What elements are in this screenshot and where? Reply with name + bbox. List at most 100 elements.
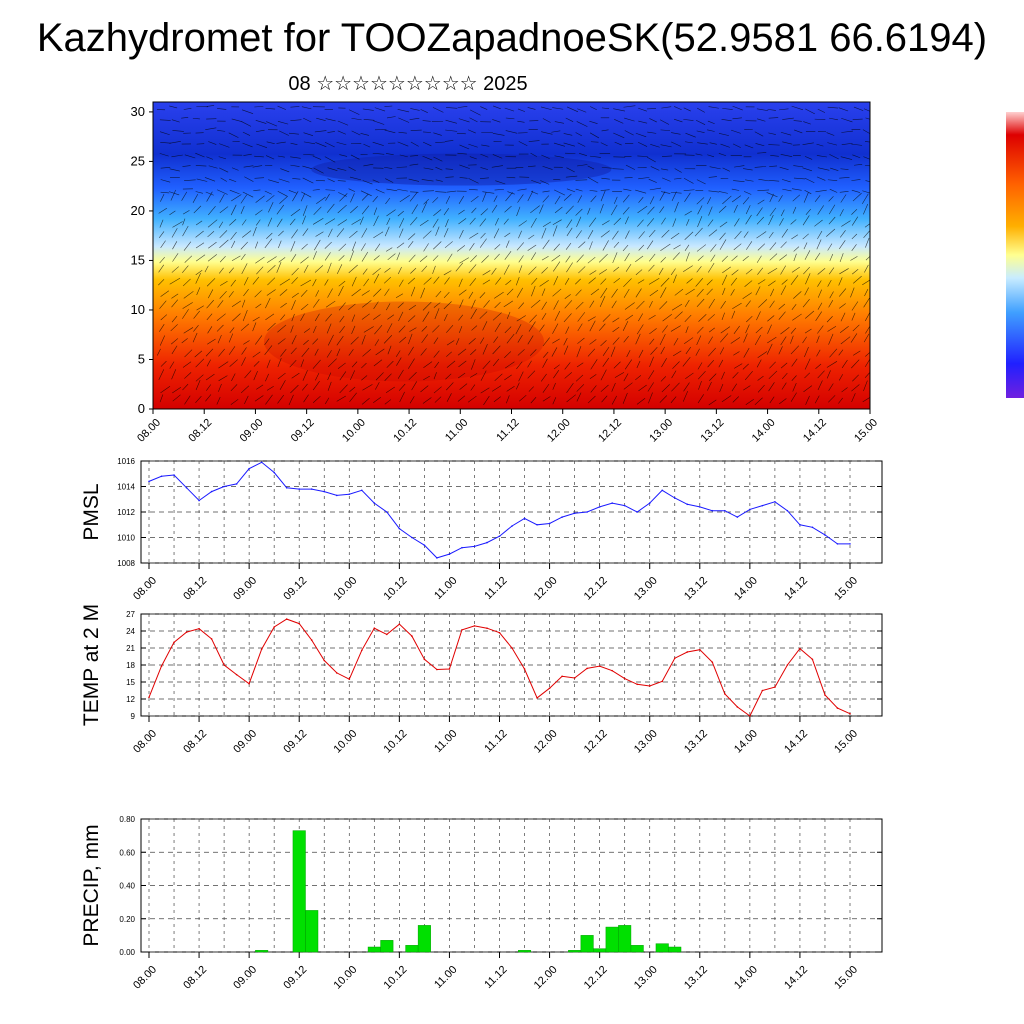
wind-barb	[696, 130, 705, 133]
wind-barb	[600, 189, 610, 191]
wind-barb	[612, 230, 619, 240]
wind-barb	[494, 291, 504, 299]
wind-barb	[195, 380, 201, 391]
wind-barb	[552, 107, 564, 110]
x-tick-label: 12.00	[532, 728, 560, 756]
wind-barb	[708, 176, 717, 178]
wind-barb	[362, 300, 372, 308]
wind-barb	[756, 216, 765, 225]
wind-barb	[851, 268, 859, 275]
wind-barb	[433, 156, 443, 162]
x-tick-label: 13.00	[632, 575, 660, 603]
wind-barb	[158, 231, 165, 239]
wind-barb	[672, 361, 680, 369]
data-point	[661, 489, 664, 492]
wind-barb	[373, 120, 385, 125]
wind-barb	[638, 177, 650, 180]
wind-barb	[432, 255, 439, 261]
wind-barb	[635, 288, 642, 298]
wind-barb	[241, 219, 247, 226]
wind-barb	[754, 166, 767, 168]
wind-barb	[613, 132, 625, 139]
wind-barb	[672, 218, 677, 227]
wind-barb	[638, 107, 647, 112]
wind-barb	[530, 205, 540, 214]
data-point	[486, 541, 488, 544]
wind-barb	[612, 326, 620, 333]
wind-barb	[280, 302, 287, 308]
wind-barb	[350, 336, 359, 345]
data-point	[648, 502, 651, 504]
wind-barb	[793, 253, 797, 262]
wind-barb	[636, 398, 646, 405]
wind-barb	[206, 384, 212, 391]
wind-barb	[383, 335, 393, 344]
wind-barb	[455, 262, 464, 272]
wind-barb	[646, 108, 657, 110]
wind-barb	[602, 314, 611, 322]
wind-barb	[491, 385, 502, 392]
data-point	[285, 618, 288, 620]
wind-barb	[457, 395, 466, 402]
wind-barb	[541, 301, 547, 310]
wind-barb	[327, 288, 333, 298]
wind-barb	[279, 380, 286, 390]
wind-barb	[804, 328, 812, 334]
wind-barb	[300, 359, 305, 368]
wind-barb	[171, 293, 179, 299]
wind-barb	[228, 333, 234, 343]
data-point	[661, 680, 664, 683]
wind-barb	[817, 167, 830, 171]
data-point	[698, 648, 701, 651]
wind-barb	[865, 325, 870, 334]
wind-barb	[243, 153, 252, 156]
wind-barb	[790, 219, 797, 225]
wind-barb	[397, 188, 408, 192]
wind-barb	[839, 190, 849, 193]
colorbar	[1006, 112, 1024, 398]
wind-barb	[566, 227, 573, 237]
data-point	[173, 474, 175, 476]
x-tick-label: 09.00	[231, 575, 259, 603]
wind-barb	[231, 194, 242, 202]
wind-barb	[348, 109, 360, 115]
wind-barb	[613, 196, 618, 204]
heatmap-x-tick-label: 14.00	[750, 417, 778, 445]
wind-barb	[423, 277, 432, 285]
wind-barb	[456, 245, 466, 252]
wind-barb	[458, 195, 465, 204]
wind-barb	[206, 156, 214, 160]
wind-barb	[575, 289, 582, 297]
wind-barb	[745, 268, 753, 275]
y-tick-label: 1014	[117, 483, 135, 492]
wind-barb	[207, 338, 216, 345]
wind-barb	[851, 393, 856, 403]
wind-barb	[541, 131, 553, 135]
wind-barb	[160, 386, 171, 394]
wind-barb	[349, 386, 356, 392]
x-tick-label: 11.12	[482, 728, 509, 755]
wind-barb	[564, 362, 571, 370]
wind-barb	[578, 241, 586, 249]
wind-barb	[432, 325, 440, 333]
wind-barb	[326, 203, 335, 213]
wind-barb	[779, 398, 787, 405]
wind-barb	[169, 361, 175, 369]
wind-barb	[195, 230, 204, 238]
wind-barb	[814, 118, 826, 121]
wind-barb	[374, 339, 380, 346]
wind-barb	[827, 326, 837, 332]
wind-barb	[541, 154, 550, 159]
wind-barb	[327, 167, 338, 171]
wind-barb	[324, 279, 329, 286]
wind-barb	[828, 216, 836, 225]
data-point	[411, 536, 413, 539]
wind-barb	[575, 301, 584, 310]
wind-barb	[361, 398, 370, 405]
wind-barb	[291, 372, 300, 379]
data-point	[836, 707, 839, 709]
wind-barb	[265, 108, 276, 110]
wind-barb	[778, 311, 786, 320]
wind-barb	[291, 267, 299, 276]
wind-barb	[577, 323, 583, 332]
